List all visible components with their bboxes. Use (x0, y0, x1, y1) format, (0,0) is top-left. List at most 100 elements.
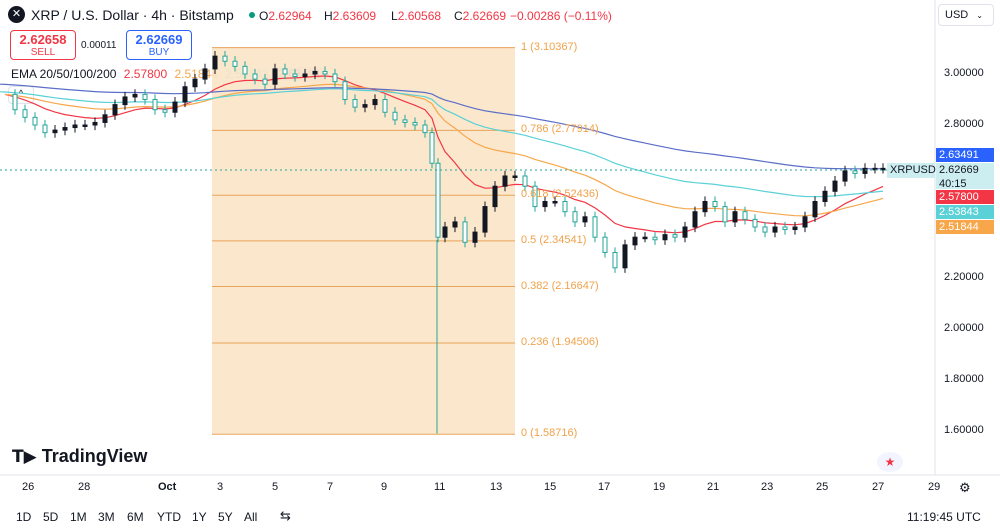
candle-body (402, 119, 408, 123)
candle-body (252, 73, 258, 80)
candle-body (312, 70, 318, 75)
us-flag-icon[interactable]: ★ (877, 452, 903, 472)
candle-body (852, 170, 858, 174)
candlesticks (12, 51, 886, 273)
candle-body (412, 121, 418, 126)
candle-body (802, 216, 808, 228)
candle-body (162, 109, 168, 113)
time-tick-label: 27 (872, 481, 885, 493)
time-tick-label: 21 (707, 481, 720, 493)
candle-body (572, 211, 578, 223)
timeframe-ytd-button[interactable]: YTD (157, 510, 181, 524)
candle-body (232, 60, 238, 67)
symbol-tag: XRPUSD (887, 163, 936, 178)
candle-body (602, 236, 608, 253)
candle-body (282, 68, 288, 75)
candle-body (662, 234, 668, 241)
candle-body (702, 201, 708, 213)
candle-body (132, 93, 138, 98)
candle-body (782, 226, 788, 231)
candle-body (622, 244, 628, 269)
timeframe-5d-button[interactable]: 5D (43, 510, 59, 524)
candle-body (12, 93, 18, 111)
time-tick-label: 3 (217, 481, 224, 493)
time-tick-label: 5 (272, 481, 279, 493)
candle-body (732, 211, 738, 223)
fib-level-label: 0.236 (1.94506) (521, 336, 599, 348)
candle-body (812, 201, 818, 218)
candle-body (542, 201, 548, 208)
candle-body (272, 68, 278, 85)
timeframe-1m-button[interactable]: 1M (70, 510, 87, 524)
candle-body (722, 206, 728, 223)
candle-body (842, 170, 848, 182)
candle-body (92, 121, 98, 126)
candle-body (752, 218, 758, 228)
candle-body (672, 234, 678, 238)
candle-body (582, 216, 588, 223)
candle-body (222, 55, 228, 62)
candle-body (302, 73, 308, 78)
time-tick-label: 29 (928, 481, 941, 493)
buy-button[interactable]: 2.62669 BUY (126, 30, 192, 60)
symbol-title[interactable]: XRP / U.S. Dollar · 4h · Bitstamp (31, 7, 234, 23)
date-range-icon[interactable]: ⇆ (280, 508, 291, 523)
timeframe-6m-button[interactable]: 6M (127, 510, 144, 524)
ema200-axis-tag: 2.63491 (936, 148, 994, 162)
fib-level-label: 1 (3.10367) (521, 40, 578, 53)
price-tick-label: 1.80000 (944, 373, 984, 385)
candle-body (422, 124, 428, 134)
candle-body (242, 65, 248, 75)
candle-body (462, 221, 468, 243)
candle-body (742, 211, 748, 220)
candle-body (562, 201, 568, 213)
fib-level-label: 0.786 (2.77914) (521, 123, 599, 136)
candle-body (382, 99, 388, 113)
time-tick-label: 23 (761, 481, 774, 493)
candle-body (122, 96, 128, 106)
sell-button[interactable]: 2.62658 SELL (10, 30, 76, 60)
candle-body (22, 109, 28, 118)
candle-body (62, 127, 68, 131)
candle-body (352, 99, 358, 108)
candle-body (512, 175, 518, 178)
timeframe-1y-button[interactable]: 1Y (192, 510, 207, 524)
candle-body (772, 226, 778, 233)
candle-body (522, 175, 528, 187)
timeframe-5y-button[interactable]: 5Y (218, 510, 233, 524)
candle-body (112, 104, 118, 116)
candle-body (472, 231, 478, 243)
ohlc-close: C2.62669 (454, 9, 507, 23)
market-status-icon (249, 12, 255, 18)
price-tick-label: 2.80000 (944, 118, 984, 130)
timeframe-3m-button[interactable]: 3M (98, 510, 115, 524)
candle-body (822, 190, 828, 203)
price-tick-label: 1.60000 (944, 424, 984, 436)
candle-body (482, 206, 488, 233)
fib-level-label: 0 (1.58716) (521, 427, 578, 440)
candle-body (152, 99, 158, 111)
timeframe-all-button[interactable]: All (244, 510, 258, 524)
candle-body (452, 221, 458, 228)
ema50-axis-tag: 2.51844 (936, 220, 994, 234)
candle-body (692, 211, 698, 228)
price-tick-label: 2.00000 (944, 322, 984, 334)
candle-body (435, 162, 441, 238)
candle-body (712, 201, 718, 208)
ema100-axis-tag: 2.53843 (936, 205, 994, 219)
price-chart[interactable] (0, 0, 1000, 500)
candle-body (82, 124, 88, 127)
candle-body (212, 55, 218, 70)
chevron-up-icon: ^ (18, 89, 24, 100)
ohlc-low: L2.60568 (391, 9, 442, 23)
ohlc-high: H2.63609 (324, 9, 377, 23)
price-tick-label: 2.20000 (944, 271, 984, 283)
timeframe-1d-button[interactable]: 1D (16, 510, 32, 524)
currency-selector[interactable]: USD ⌄ (938, 4, 994, 26)
candle-body (762, 226, 768, 233)
price-tick-label: 3.00000 (944, 67, 984, 79)
settings-icon[interactable]: ⚙ (959, 480, 971, 495)
candle-body (880, 167, 886, 171)
candle-body (192, 78, 198, 88)
clock[interactable]: 11:19:45 UTC (907, 510, 981, 524)
